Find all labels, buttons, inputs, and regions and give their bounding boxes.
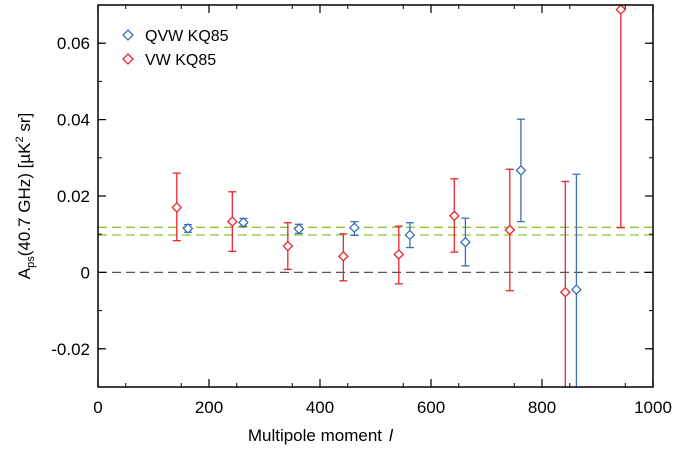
data-point: [282, 240, 294, 252]
series-layer: [171, 5, 627, 387]
data-point: [293, 223, 305, 235]
data-point: [404, 229, 416, 241]
legend-marker: [122, 29, 134, 41]
y-axis-label-end: sr]: [15, 113, 34, 137]
data-point: [171, 202, 183, 213]
data-point: [182, 223, 194, 234]
data-point: [348, 222, 360, 234]
x-axis: 0 200 400 600 800 1000: [93, 5, 672, 417]
data-point: [459, 236, 471, 248]
legend-label: QVW KQ85: [145, 28, 229, 45]
y-axis-label-sub: ps: [25, 256, 37, 268]
y-axis: -0.02 0 0.02 0.04 0.06: [51, 4, 653, 388]
data-point: [337, 250, 349, 262]
x-tick-label: 800: [528, 398, 556, 417]
x-axis-symbol: l: [389, 426, 394, 445]
data-point: [504, 224, 516, 236]
legend: QVW KQ85 VW KQ85: [122, 28, 229, 69]
legend-marker: [122, 53, 134, 65]
x-tick-label: 400: [306, 398, 334, 417]
x-tick-label: 600: [417, 398, 445, 417]
data-point: [393, 249, 405, 260]
legend-label: VW KQ85: [145, 52, 216, 69]
x-tick-label: 0: [93, 398, 102, 417]
reference-lines: [98, 226, 653, 274]
data-point: [570, 284, 582, 296]
y-axis-label-sup: 2: [14, 136, 26, 142]
y-tick-label: 0.06: [57, 34, 90, 53]
x-tick-label: 200: [195, 398, 223, 417]
x-axis-label: Multipole moment: [248, 426, 382, 445]
y-tick-label: 0.04: [57, 111, 90, 130]
data-point: [559, 286, 571, 298]
data-point: [515, 164, 527, 176]
y-axis-label-main: A: [15, 267, 34, 279]
data-point: [615, 5, 627, 16]
y-tick-label: -0.02: [51, 340, 90, 359]
y-axis-label: Aps(40.7 GHz) [µK2 sr]: [14, 113, 37, 279]
y-axis-label-rest: (40.7 GHz) [µK: [15, 142, 34, 256]
y-tick-label: 0: [81, 263, 90, 282]
data-point: [226, 216, 238, 228]
y-tick-label: 0.02: [57, 187, 90, 206]
data-point: [448, 210, 460, 222]
series: [182, 118, 582, 387]
data-point: [237, 216, 249, 228]
series: [171, 5, 627, 387]
x-tick-label: 1000: [634, 398, 672, 417]
svg-text:Aps(40.7 GHz) [µK2 sr]: Aps(40.7 GHz) [µK2 sr]: [14, 113, 37, 279]
